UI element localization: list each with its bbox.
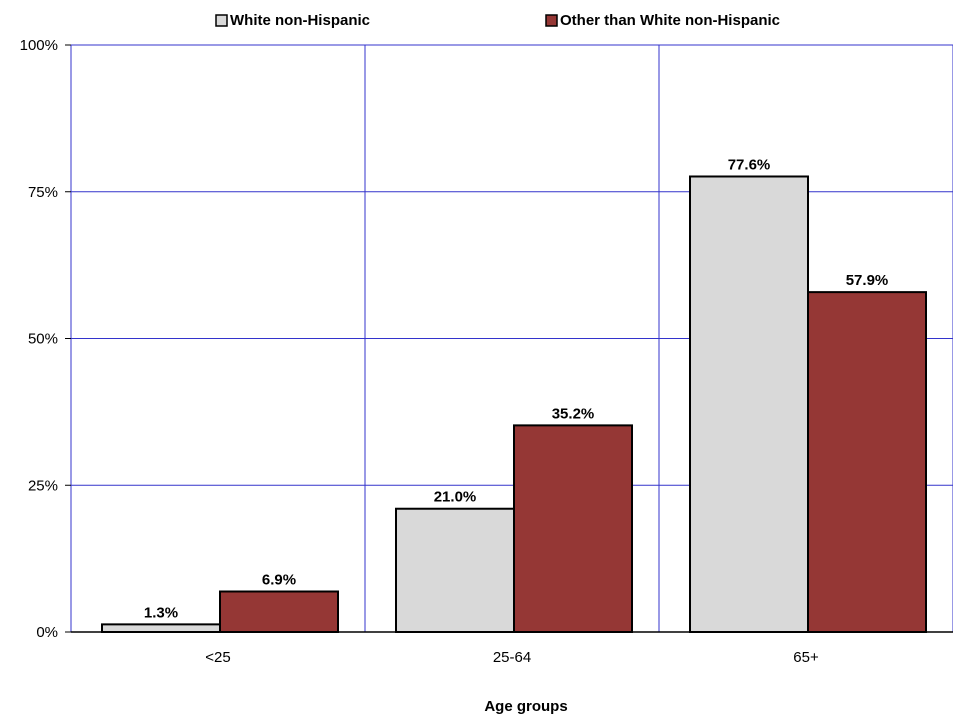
- y-tick-label: 100%: [20, 37, 58, 54]
- bar-series0-cat2: [689, 175, 809, 633]
- axis-ticks: 0% 25% 50% 75% 100% <25 25-64 65+: [20, 37, 953, 666]
- bars: [101, 175, 927, 634]
- bar-series1-cat1: [513, 424, 633, 633]
- legend-swatch-white-non-hispanic: [215, 14, 228, 27]
- bar-series1-cat0: [219, 590, 339, 634]
- bar-series1-cat2: [807, 291, 927, 633]
- data-label: 35.2%: [552, 405, 595, 422]
- x-tick-label: 25-64: [493, 649, 531, 666]
- legend-swatch-other: [545, 14, 558, 27]
- data-label: 57.9%: [846, 272, 889, 289]
- data-labels: 1.3% 6.9% 21.0% 35.2% 77.6% 57.9%: [144, 156, 888, 621]
- data-label: 6.9%: [262, 571, 296, 588]
- bar-series0-cat1: [395, 507, 515, 634]
- x-tick-label: 65+: [793, 649, 819, 666]
- y-tick-label: 50%: [28, 331, 58, 348]
- legend-label-other: Other than White non-Hispanic: [560, 12, 780, 29]
- legend: White non-Hispanic Other than White non-…: [215, 12, 780, 29]
- data-label: 21.0%: [434, 489, 477, 506]
- y-tick-label: 0%: [36, 624, 58, 641]
- data-label: 77.6%: [728, 156, 771, 173]
- data-label: 1.3%: [144, 604, 178, 621]
- y-tick-label: 25%: [28, 477, 58, 494]
- x-tick-label: <25: [205, 649, 230, 666]
- legend-label-white-non-hispanic: White non-Hispanic: [230, 12, 370, 29]
- bar-series0-cat0: [101, 623, 221, 634]
- x-axis-title: Age groups: [484, 698, 567, 715]
- y-tick-label: 75%: [28, 184, 58, 201]
